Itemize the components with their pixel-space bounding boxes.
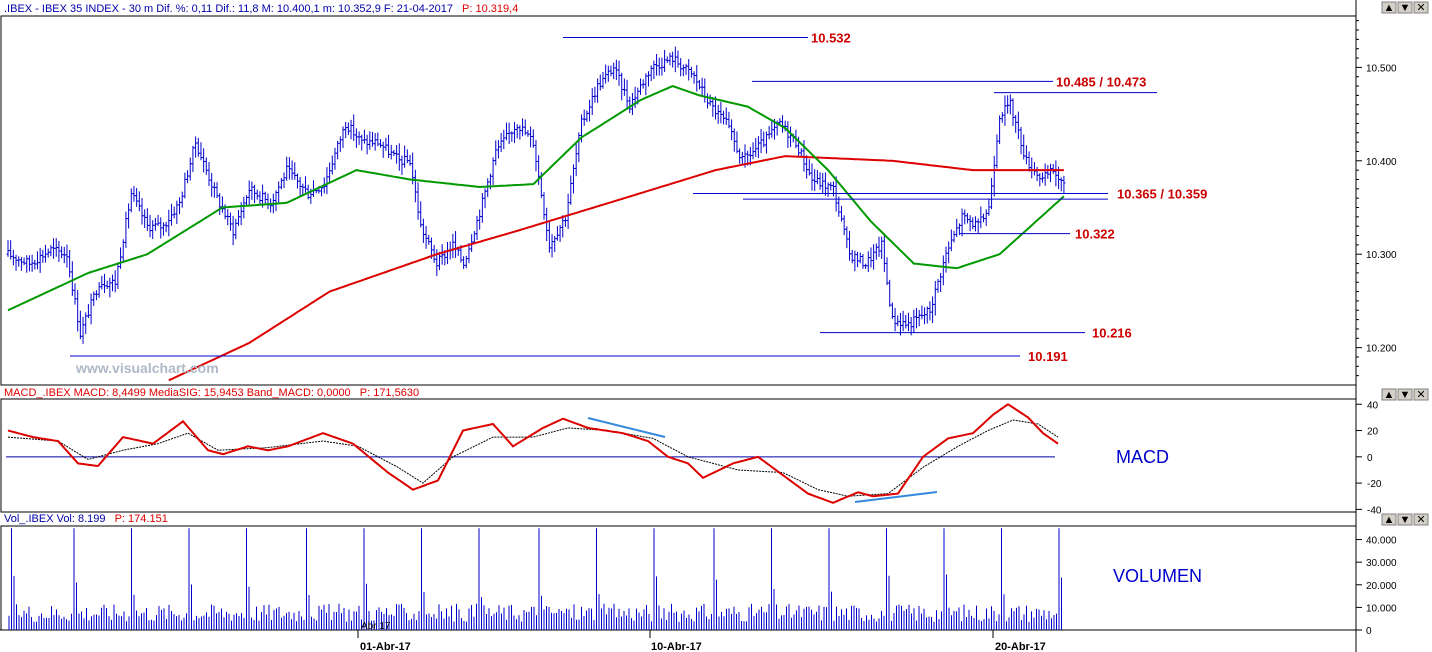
- down-arrow-icon: ▼: [1400, 514, 1411, 526]
- price-window-buttons: ▲ ▼ ✕: [1381, 1, 1429, 14]
- macd-panel-label: MACD: [1116, 447, 1169, 467]
- watermark: www.visualchart.com: [75, 360, 219, 376]
- down-arrow-icon: ▼: [1400, 2, 1411, 14]
- price-moving-averages: [7, 85, 1065, 382]
- price-bars: [6, 46, 1066, 344]
- price-down-button[interactable]: ▼: [1397, 1, 1413, 14]
- x-axis: Abr 17 01-Abr-17 10-Abr-17 20-Abr-17: [357, 621, 1046, 652]
- macd-y-tick-label: 20: [1367, 427, 1379, 438]
- sma-fast-line: [7, 85, 1065, 312]
- up-arrow-icon: ▲: [1384, 2, 1395, 14]
- x-label-01-abr: 01-Abr-17: [360, 641, 411, 652]
- macd-window-buttons: ▲ ▼ ✕: [1381, 388, 1429, 401]
- price-header: .IBEX - IBEX 35 INDEX - 30 m Dif. %: 0,1…: [4, 3, 518, 15]
- y-tick-label: 10.200: [1366, 344, 1397, 355]
- volume-window-buttons: ▲ ▼ ✕: [1381, 513, 1429, 526]
- macd-y-tick-label: -20: [1367, 479, 1382, 490]
- volume-down-button[interactable]: ▼: [1397, 513, 1413, 526]
- price-levels: 10.532 10.485 / 10.473 10.365 / 10.359 10.3…: [70, 30, 1207, 364]
- volume-header: Vol_.IBEX Vol: 8.199 P: 174.151: [4, 513, 168, 525]
- macd-down-button[interactable]: ▼: [1397, 388, 1413, 401]
- level-label: 10.322: [1075, 227, 1115, 242]
- level-label: 10.216: [1092, 326, 1132, 341]
- volume-bars: [8, 528, 1062, 630]
- x-axis-month-label: Abr 17: [361, 621, 391, 632]
- bearish-divergence-line: [587, 417, 666, 438]
- volume-y-tick-label: 10.000: [1366, 603, 1397, 614]
- x-label-20-abr: 20-Abr-17: [995, 641, 1046, 652]
- macd-header-title: MACD_.IBEX MACD: 8,4499 MediaSIG: 15,945…: [4, 387, 351, 399]
- sma-slow-line: [168, 155, 1064, 382]
- macd-y-tick-label: 40: [1367, 400, 1379, 411]
- close-icon: ✕: [1416, 389, 1425, 401]
- level-label: 10.485 / 10.473: [1056, 74, 1146, 89]
- price-y-axis: 10.500 10.400 10.300 10.200: [1356, 20, 1397, 377]
- y-tick-label: 10.300: [1366, 250, 1397, 261]
- up-arrow-icon: ▲: [1384, 514, 1395, 526]
- macd-y-tick-label: -40: [1367, 505, 1382, 516]
- level-label: 10.191: [1028, 349, 1068, 364]
- macd-y-axis: 40 20 0 -20 -40: [1356, 400, 1382, 516]
- up-arrow-icon: ▲: [1384, 389, 1395, 401]
- macd-line: [7, 403, 1059, 504]
- volume-y-tick-label: 20.000: [1366, 581, 1397, 592]
- close-icon: ✕: [1416, 514, 1425, 526]
- volume-y-tick-label: 40.000: [1366, 536, 1397, 547]
- volume-header-p: P: 174.151: [115, 513, 168, 525]
- volume-close-button[interactable]: ✕: [1413, 513, 1429, 526]
- level-label: 10.532: [811, 30, 851, 45]
- macd-header: MACD_.IBEX MACD: 8,4499 MediaSIG: 15,945…: [4, 387, 419, 399]
- close-icon: ✕: [1416, 2, 1425, 14]
- macd-series: [6, 403, 1059, 504]
- volume-header-title: Vol_.IBEX Vol: 8.199: [4, 513, 106, 525]
- price-header-title: .IBEX - IBEX 35 INDEX - 30 m Dif. %: 0,1…: [4, 3, 453, 15]
- macd-header-p: P: 171,5630: [360, 387, 419, 399]
- x-label-10-abr: 10-Abr-17: [651, 641, 702, 652]
- volume-y-tick-label: 30.000: [1366, 558, 1397, 569]
- volume-y-axis: 40.000 30.000 20.000 10.000 0: [1356, 536, 1397, 637]
- macd-y-tick-label: 0: [1367, 453, 1373, 464]
- bullish-divergence-line: [854, 491, 938, 503]
- level-label: 10.365 / 10.359: [1117, 186, 1207, 201]
- y-tick-label: 10.400: [1366, 157, 1397, 168]
- macd-up-button[interactable]: ▲: [1381, 388, 1397, 401]
- price-header-p: P: 10.319,4: [462, 3, 518, 15]
- signal-line: [7, 419, 1059, 497]
- macd-close-button[interactable]: ✕: [1413, 388, 1429, 401]
- volume-y-tick-label: 0: [1366, 626, 1372, 637]
- down-arrow-icon: ▼: [1400, 389, 1411, 401]
- price-close-button[interactable]: ✕: [1413, 1, 1429, 14]
- volume-up-button[interactable]: ▲: [1381, 513, 1397, 526]
- volume-panel-label: VOLUMEN: [1113, 566, 1202, 586]
- price-up-button[interactable]: ▲: [1381, 1, 1397, 14]
- y-tick-label: 10.500: [1366, 63, 1397, 74]
